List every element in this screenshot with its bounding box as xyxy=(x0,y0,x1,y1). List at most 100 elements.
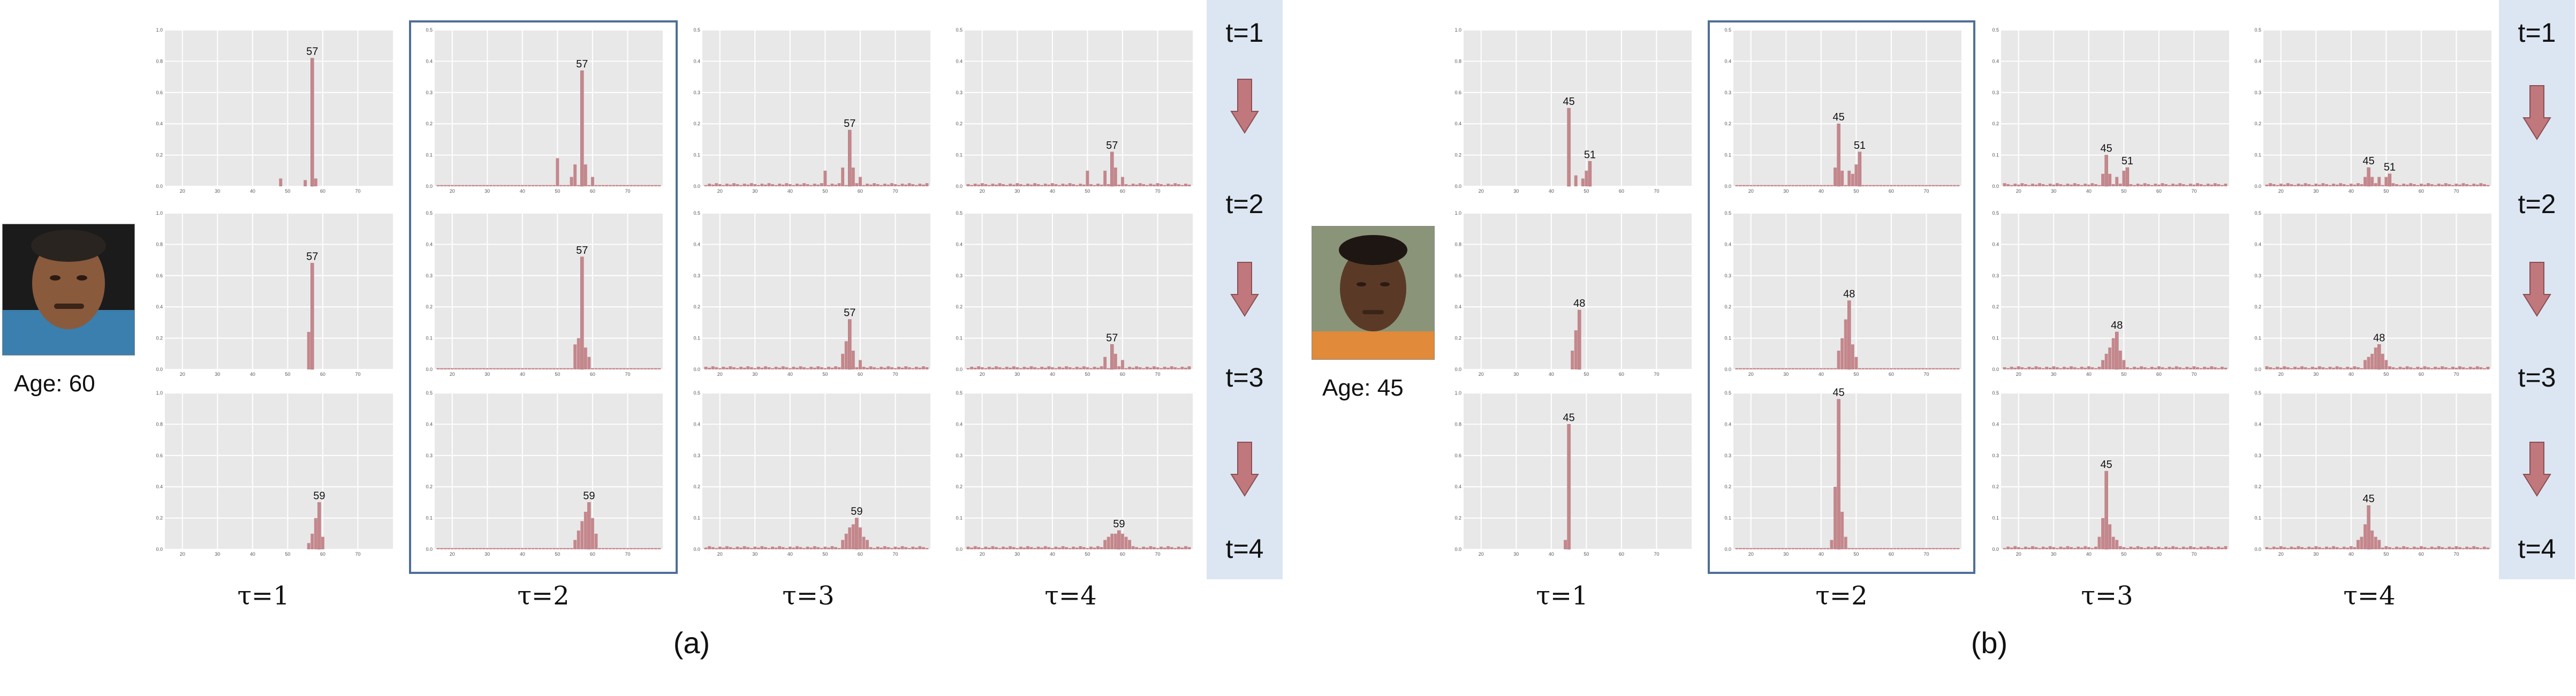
histogram-bar xyxy=(2402,367,2406,369)
histogram-bar xyxy=(2269,367,2272,369)
histogram-bar xyxy=(1767,368,1770,369)
histogram-bar xyxy=(2465,368,2469,369)
histogram-bar xyxy=(486,185,489,186)
histogram-bar xyxy=(802,183,806,186)
histogram-bar xyxy=(984,368,988,369)
histogram-bar xyxy=(1837,123,1840,187)
histogram-bar xyxy=(2097,536,2101,549)
histogram-bar xyxy=(499,548,503,549)
histogram-bar xyxy=(746,547,750,549)
histogram-bar xyxy=(654,368,657,369)
histogram-bar xyxy=(2210,366,2214,369)
histogram-bar xyxy=(2140,184,2143,186)
histogram-bar xyxy=(876,184,880,186)
histogram-bar xyxy=(1110,533,1114,549)
histogram-bar xyxy=(1809,185,1813,186)
histogram-bar xyxy=(1019,547,1022,549)
histogram-bar xyxy=(2073,183,2077,186)
histogram-bar xyxy=(995,184,998,186)
histogram-bar xyxy=(1819,368,1823,369)
histogram-bar xyxy=(893,547,897,549)
histogram-bar xyxy=(1914,185,1918,186)
histogram-bar xyxy=(827,547,830,549)
histogram-bar xyxy=(1942,548,1946,549)
histogram-bar xyxy=(2199,547,2203,549)
histogram-bar xyxy=(1574,330,1578,369)
x-tick-label: 30 xyxy=(1783,188,1789,194)
plot-area xyxy=(435,213,663,369)
histogram-bar xyxy=(1100,366,1103,369)
histogram-bar xyxy=(647,368,650,369)
histogram-bar xyxy=(479,185,482,186)
histogram-bar xyxy=(2367,357,2370,369)
histogram-bar xyxy=(1865,185,1868,186)
y-tick-label: 0.1 xyxy=(1724,516,1731,521)
histogram-bar xyxy=(844,341,848,369)
histogram-a-r2-c4: 0.0 0.1 0.2 0.3 0.4 0.5 20 30 40 50 60 70 57 xyxy=(950,210,1196,395)
histogram-bar xyxy=(739,367,743,369)
histogram-bar xyxy=(869,547,873,549)
histogram-bar xyxy=(2391,548,2395,549)
histogram-bar xyxy=(1068,548,1072,549)
histogram-bar xyxy=(2111,536,2115,549)
histogram-bar xyxy=(1816,185,1820,186)
histogram-bar xyxy=(1767,185,1770,186)
histogram-bar xyxy=(2210,184,2214,186)
histogram-bar xyxy=(2052,547,2056,549)
face-photo-b-drawing xyxy=(1312,226,1434,359)
histogram-bar xyxy=(510,185,514,186)
histogram-bar xyxy=(2020,367,2024,369)
histogram-bar xyxy=(2101,360,2105,369)
histogram-bar xyxy=(1956,368,1960,369)
histogram-bar xyxy=(2073,367,2077,369)
y-tick-label: 0.1 xyxy=(426,516,433,521)
histogram-bar xyxy=(549,548,552,549)
histogram-bar xyxy=(1770,368,1774,369)
histogram-bar xyxy=(2283,366,2286,369)
histogram-bar xyxy=(753,184,757,186)
histogram-bar xyxy=(715,367,718,369)
histogram-a-r3-c3: 0.0 0.1 0.2 0.3 0.4 0.5 20 30 40 50 60 70 59 xyxy=(687,390,934,574)
x-tick-label: 30 xyxy=(484,372,490,377)
plot-area xyxy=(435,30,663,186)
histogram-bar xyxy=(1571,350,1574,369)
histogram-bar xyxy=(2206,184,2210,186)
histogram-bar xyxy=(1879,185,1883,186)
x-tick-label: 30 xyxy=(215,188,220,194)
y-tick-label: 0.0 xyxy=(693,184,700,189)
x-tick-label: 20 xyxy=(1479,372,1484,377)
histogram-bar xyxy=(2157,547,2161,549)
x-tick-label: 20 xyxy=(1748,188,1754,194)
histogram-bar xyxy=(1170,184,1173,186)
histogram-bar xyxy=(2360,184,2363,186)
histogram-bar xyxy=(2405,366,2409,369)
histogram-bar xyxy=(764,366,767,369)
y-tick-label: 0.3 xyxy=(426,453,433,458)
histogram-bar xyxy=(774,185,778,186)
histogram-bar xyxy=(1180,185,1184,186)
histogram-bar xyxy=(1942,368,1946,369)
histogram-bar xyxy=(457,185,461,186)
histogram-bar xyxy=(2430,368,2434,369)
histogram-bar xyxy=(2094,547,2097,549)
histogram-bar xyxy=(973,184,977,186)
histogram-bar xyxy=(2402,546,2406,549)
x-tick-label: 40 xyxy=(1819,551,1824,557)
histogram-bar xyxy=(2108,173,2112,186)
histogram-bar xyxy=(2451,547,2454,549)
histogram-bar xyxy=(1925,185,1928,186)
histogram-bar xyxy=(2434,547,2437,549)
histogram-bar xyxy=(517,548,521,549)
histogram-bar xyxy=(715,548,718,549)
histogram-bar xyxy=(837,183,841,186)
histogram-bar xyxy=(2286,548,2290,549)
histogram-bar xyxy=(1117,366,1121,369)
histogram-bar xyxy=(2430,184,2434,186)
histogram-bar xyxy=(1739,548,1742,549)
histogram-bar xyxy=(1777,548,1781,549)
histogram-bar xyxy=(887,184,890,186)
tau2-highlight-a xyxy=(409,20,678,574)
histogram-bar xyxy=(904,547,908,549)
y-tick-label: 0.1 xyxy=(1724,153,1731,158)
histogram-bar xyxy=(1012,184,1016,186)
